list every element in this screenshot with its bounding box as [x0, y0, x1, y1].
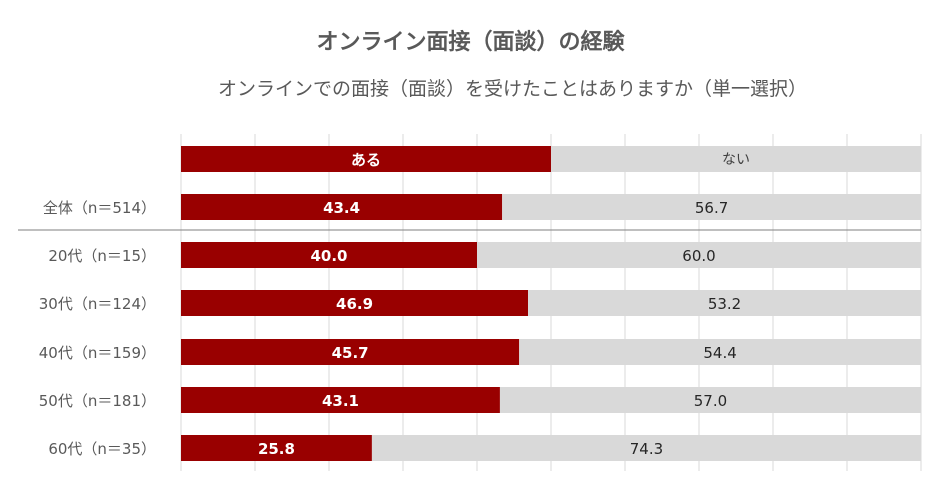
category-label: 60代（n＝35） [48, 440, 156, 458]
data-label-yes: 43.4 [323, 199, 360, 217]
bar-yes [181, 435, 372, 461]
legend-bar-yes [181, 146, 551, 172]
bar-no [528, 290, 921, 316]
bar-yes [181, 290, 529, 316]
data-label-yes: 45.7 [332, 344, 369, 362]
data-label-yes: 40.0 [310, 247, 347, 265]
bar-yes [181, 339, 520, 365]
bar-yes [181, 194, 503, 220]
category-label: 20代（n＝15） [48, 247, 156, 265]
data-label-no: 56.7 [695, 199, 728, 217]
bar-no [371, 435, 921, 461]
bar-no [477, 242, 921, 268]
bar-yes [181, 242, 477, 268]
data-label-no: 57.0 [694, 392, 727, 410]
data-label-no: 74.3 [630, 440, 663, 458]
category-label: 50代（n＝181） [39, 392, 156, 410]
data-label-yes: 46.9 [336, 295, 373, 313]
chart-title: オンライン面接（面談）の経験 [316, 30, 625, 55]
bar-no [502, 194, 921, 220]
data-label-no: 53.2 [708, 295, 741, 313]
data-label-yes: 43.1 [322, 392, 359, 410]
legend-bar-no [551, 146, 921, 172]
category-label: 30代（n＝124） [39, 295, 156, 313]
bar-no [499, 387, 921, 413]
bar-yes [181, 387, 500, 413]
bar-no [519, 339, 921, 365]
category-label: 40代（n＝159） [39, 344, 156, 362]
legend-label-no: ない [722, 152, 750, 168]
chart-subtitle: オンラインでの面接（面談）を受けたことはありますか（単一選択） [218, 78, 808, 100]
data-label-no: 54.4 [703, 344, 736, 362]
data-label-yes: 25.8 [258, 440, 295, 458]
data-label-no: 60.0 [682, 247, 715, 265]
category-label: 全体（n＝514） [43, 199, 156, 217]
legend-label-yes: ある [351, 151, 381, 169]
